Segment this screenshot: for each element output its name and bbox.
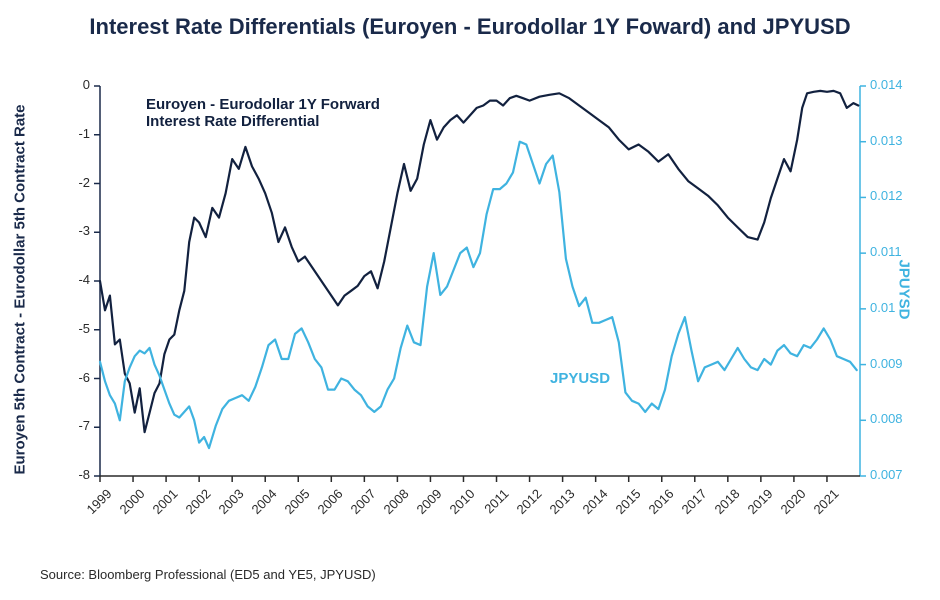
y-left-tick-label: 0 — [60, 77, 90, 92]
y-left-tick-label: -5 — [60, 321, 90, 336]
y-right-tick-label: 0.01 — [870, 300, 895, 315]
series-label-diff: Euroyen - Eurodollar 1Y ForwardInterest … — [146, 96, 380, 130]
y-right-tick-label: 0.011 — [870, 244, 902, 259]
chart-container: Interest Rate Differentials (Euroyen - E… — [0, 0, 940, 600]
y-left-tick-label: -1 — [60, 126, 90, 141]
y-right-tick-label: 0.009 — [870, 356, 903, 371]
y-left-tick-label: -3 — [60, 223, 90, 238]
y-left-tick-label: -4 — [60, 272, 90, 287]
y-right-tick-label: 0.012 — [870, 188, 903, 203]
y-right-tick-label: 0.013 — [870, 133, 903, 148]
y-left-tick-label: -7 — [60, 418, 90, 433]
y-left-tick-label: -6 — [60, 370, 90, 385]
y-right-tick-label: 0.007 — [870, 467, 903, 482]
y-right-tick-label: 0.014 — [870, 77, 903, 92]
y-right-tick-label: 0.008 — [870, 411, 903, 426]
chart-svg — [0, 0, 940, 600]
chart-source: Source: Bloomberg Professional (ED5 and … — [40, 567, 376, 582]
series-label-jpyusd: JPYUSD — [550, 370, 610, 387]
y-left-tick-label: -2 — [60, 175, 90, 190]
y-left-tick-label: -8 — [60, 467, 90, 482]
